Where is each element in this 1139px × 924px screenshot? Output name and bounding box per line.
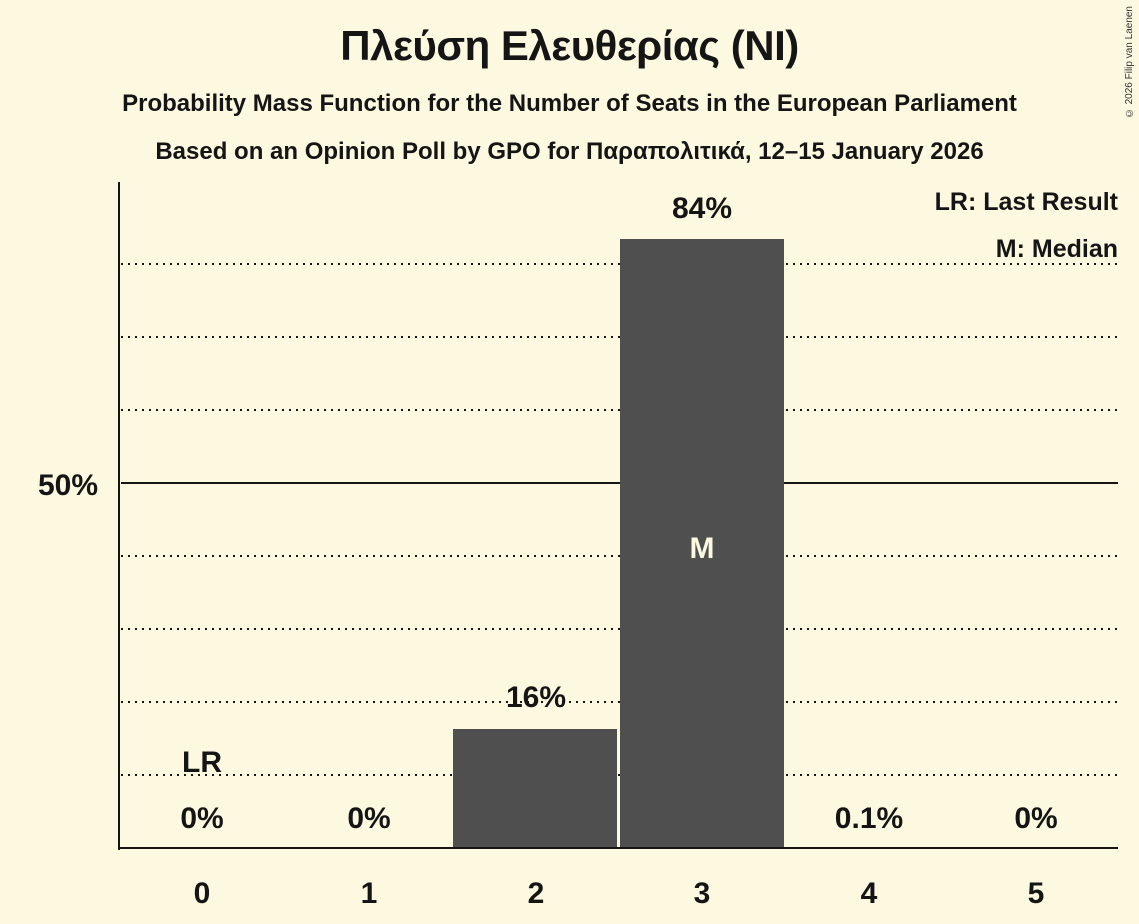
x-tick-1: 1 — [361, 877, 378, 910]
y-tick-50: 50% — [38, 469, 98, 502]
value-label-1: 0% — [347, 802, 390, 835]
value-label-2: 16% — [506, 681, 566, 714]
legend-median: M: Median — [996, 235, 1118, 263]
x-tick-5: 5 — [1028, 877, 1045, 910]
value-label-5: 0% — [1014, 802, 1057, 835]
x-tick-3: 3 — [694, 877, 711, 910]
value-label-3: 84% — [672, 192, 732, 225]
bar-2-seats — [453, 729, 617, 848]
x-tick-4: 4 — [861, 877, 878, 910]
last-result-marker: LR — [182, 746, 222, 779]
chart-subtitle: Probability Mass Function for the Number… — [122, 90, 1017, 117]
x-tick-2: 2 — [528, 877, 545, 910]
chart-title: Πλεύση Ελευθερίας (NI) — [340, 22, 799, 69]
median-marker: M — [690, 532, 715, 565]
x-tick-0: 0 — [194, 877, 211, 910]
value-label-4: 0.1% — [835, 802, 903, 835]
chart-source: Based on an Opinion Poll by GPO for Παρα… — [155, 138, 984, 165]
value-label-0: 0% — [180, 802, 223, 835]
legend-last-result: LR: Last Result — [935, 188, 1119, 216]
gridlines — [121, 263, 1118, 776]
bar-3-seats — [620, 239, 784, 848]
